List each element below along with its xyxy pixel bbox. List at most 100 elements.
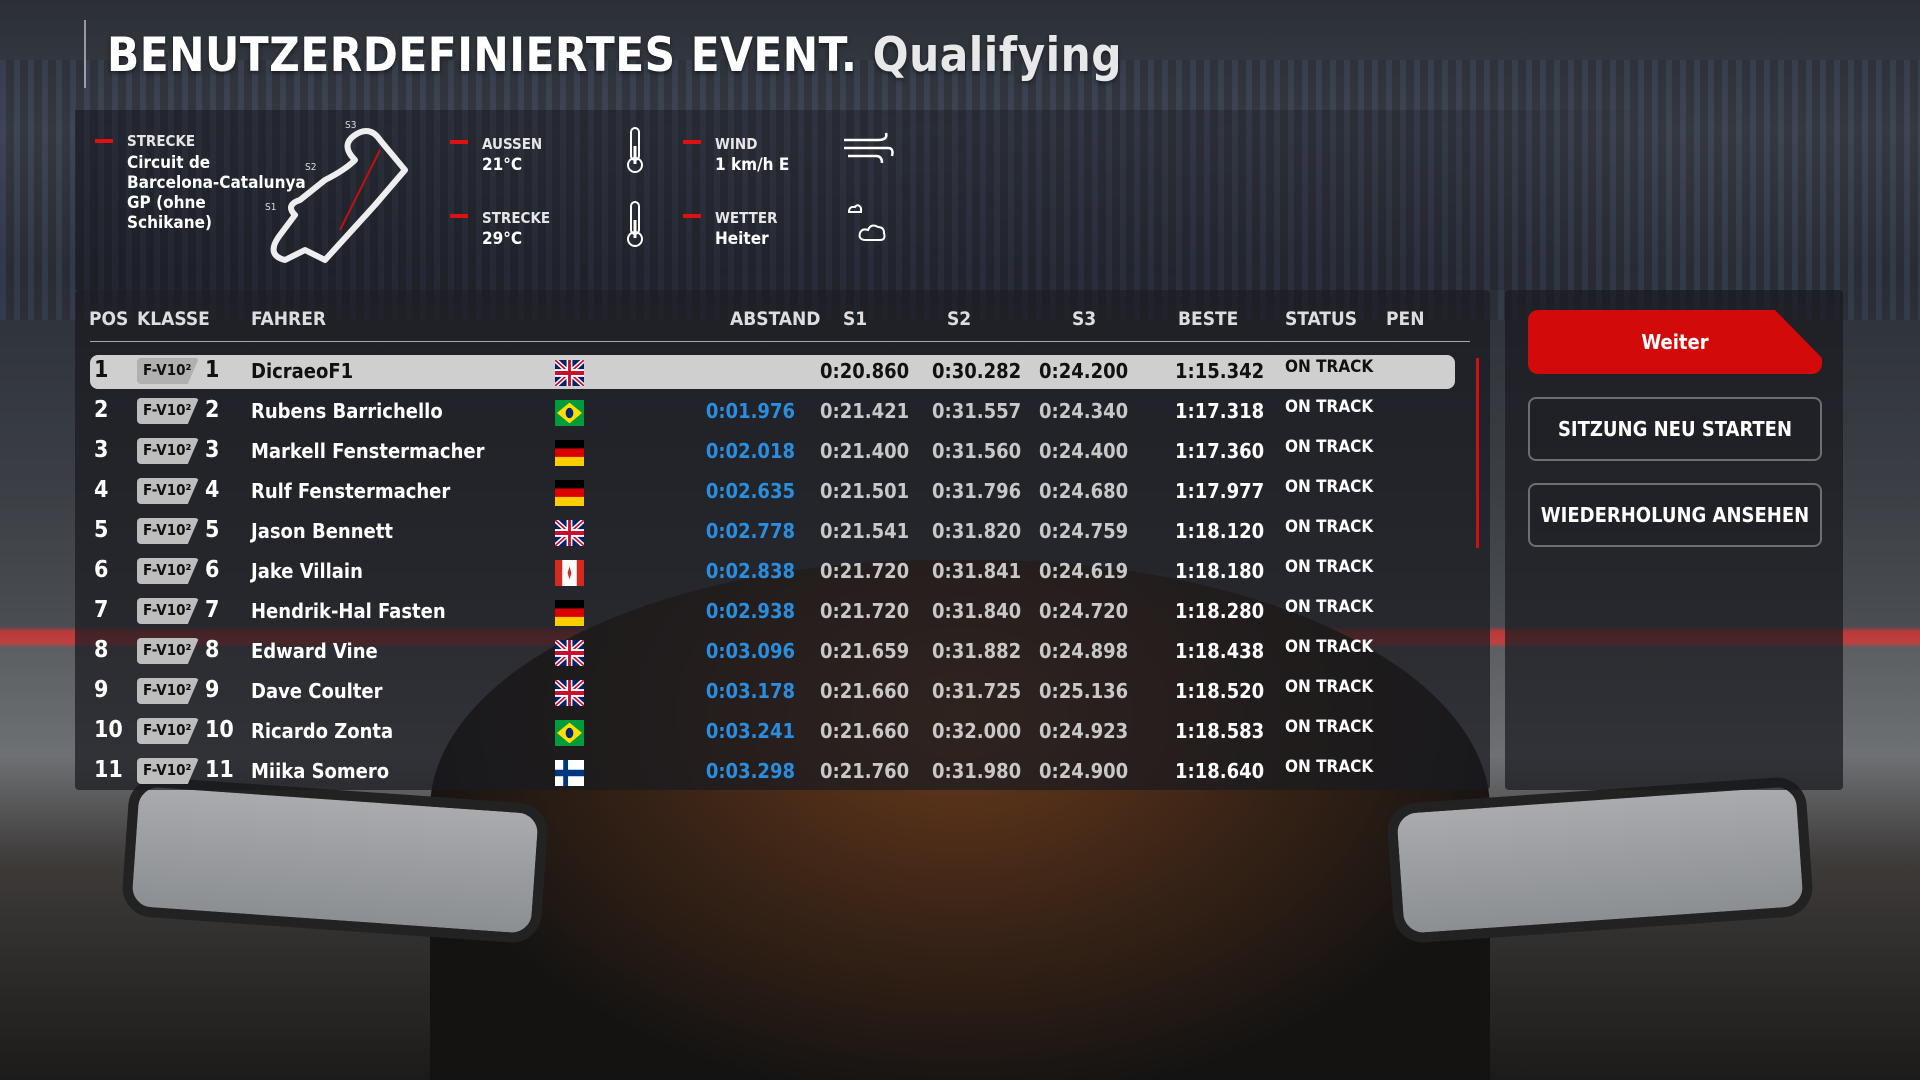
right-mirror (1385, 775, 1815, 945)
sector-2-time: 0:31.725 (932, 679, 1022, 703)
class-badge: F-V10² (137, 718, 199, 744)
car-number: 11 (205, 757, 234, 783)
position: 9 (94, 677, 109, 703)
wind-label: WIND (715, 135, 758, 153)
track-temp-value: 29°C (482, 229, 523, 249)
position: 11 (94, 757, 123, 783)
sector-2-time: 0:31.560 (932, 439, 1022, 463)
thermometer-icon (627, 127, 643, 173)
sector-1-time: 0:21.660 (820, 719, 910, 743)
wind-icon (844, 132, 894, 164)
best-lap: 1:18.120 (1175, 519, 1265, 543)
best-lap: 1:17.318 (1175, 399, 1265, 423)
best-lap: 1:18.520 (1175, 679, 1265, 703)
watch-replay-button[interactable]: WIEDERHOLUNG ANSEHEN (1528, 483, 1822, 547)
class-badge: F-V10² (137, 358, 199, 384)
sector-1-time: 0:21.660 (820, 679, 910, 703)
track-label: STRECKE (127, 132, 196, 150)
left-mirror (120, 775, 550, 945)
flag-br-icon (555, 720, 584, 746)
gap: 0:03.178 (705, 679, 795, 703)
class-badge: F-V10² (137, 478, 199, 504)
flag-br-icon (555, 400, 584, 426)
thermometer-icon (627, 201, 643, 247)
class-badge: F-V10² (137, 678, 199, 704)
sector-2-time: 0:32.000 (932, 719, 1022, 743)
car-number: 3 (205, 437, 220, 463)
sector-3-time: 0:24.619 (1039, 559, 1129, 583)
sector-3-time: 0:24.680 (1039, 479, 1129, 503)
table-row[interactable]: 2 F-V10² 2 Rubens Barrichello 0:01.976 0… (90, 395, 1455, 429)
track-name-3: GP (ohne (127, 193, 206, 213)
status: ON TRACK (1285, 597, 1374, 617)
gap: 0:02.778 (705, 519, 795, 543)
best-lap: 1:17.977 (1175, 479, 1265, 503)
scrollbar[interactable] (1476, 358, 1479, 548)
header-s1: S1 (843, 308, 868, 330)
gap: 0:02.635 (705, 479, 795, 503)
table-row[interactable]: 3 F-V10² 3 Markell Fenstermacher 0:02.01… (90, 435, 1455, 469)
track-name-2: Barcelona-Catalunya (127, 173, 306, 193)
sector-s1: S1 (265, 202, 276, 213)
table-row[interactable]: 4 F-V10² 4 Rulf Fenstermacher 0:02.635 0… (90, 475, 1455, 509)
page-title: BENUTZERDEFINIERTES EVENT. Qualifying (107, 28, 1122, 83)
restart-session-button[interactable]: SITZUNG NEU STARTEN (1528, 397, 1822, 461)
sector-3-time: 0:24.898 (1039, 639, 1129, 663)
class-badge: F-V10² (137, 558, 199, 584)
table-row[interactable]: 11 F-V10² 11 Miika Somero 0:03.298 0:21.… (90, 755, 1455, 789)
track-name-1: Circuit de (127, 153, 211, 173)
sector-1-time: 0:21.720 (820, 599, 910, 623)
header-status: STATUS (1285, 308, 1358, 330)
table-row[interactable]: 10 F-V10² 10 Ricardo Zonta 0:03.241 0:21… (90, 715, 1455, 749)
header-s3: S3 (1072, 308, 1097, 330)
table-row[interactable]: 1 F-V10² 1 DicraeoF1 0:20.860 0:30.282 0… (90, 355, 1455, 389)
sector-3-time: 0:25.136 (1039, 679, 1129, 703)
car-number: 1 (205, 357, 220, 383)
table-row[interactable]: 6 F-V10² 6 Jake Villain 0:02.838 0:21.72… (90, 555, 1455, 589)
best-lap: 1:18.180 (1175, 559, 1265, 583)
gap: 0:02.018 (705, 439, 795, 463)
best-lap: 1:18.583 (1175, 719, 1265, 743)
car-number: 2 (205, 397, 220, 423)
sector-1-time: 0:21.501 (820, 479, 910, 503)
table-row[interactable]: 5 F-V10² 5 Jason Bennett 0:02.778 0:21.5… (90, 515, 1455, 549)
car-number: 10 (205, 717, 234, 743)
flag-gb-icon (553, 677, 586, 709)
gap: 0:02.838 (705, 559, 795, 583)
best-lap: 1:17.360 (1175, 439, 1265, 463)
sector-3-time: 0:24.720 (1039, 599, 1129, 623)
flag-ca-icon (555, 560, 584, 586)
sector-s2: S2 (305, 162, 316, 173)
sector-3-time: 0:24.340 (1039, 399, 1129, 423)
status: ON TRACK (1285, 677, 1374, 697)
table-row[interactable]: 8 F-V10² 8 Edward Vine 0:03.096 0:21.659… (90, 635, 1455, 669)
status: ON TRACK (1285, 437, 1374, 457)
sector-3-time: 0:24.400 (1039, 439, 1129, 463)
class-badge: F-V10² (137, 398, 199, 424)
position: 5 (94, 517, 109, 543)
header-s2: S2 (947, 308, 972, 330)
table-row[interactable]: 7 F-V10² 7 Hendrik-Hal Fasten 0:02.938 0… (90, 595, 1455, 629)
title-main: BENUTZERDEFINIERTES EVENT. (107, 28, 858, 83)
flag-gb-icon (553, 637, 586, 669)
status: ON TRACK (1285, 637, 1374, 657)
gap: 0:03.096 (705, 639, 795, 663)
driver-name: Dave Coulter (251, 679, 383, 703)
flag-fi-icon (555, 760, 584, 786)
weather-label: WETTER (715, 209, 778, 227)
table-row[interactable]: 9 F-V10² 9 Dave Coulter 0:03.178 0:21.66… (90, 675, 1455, 709)
sector-2-time: 0:31.796 (932, 479, 1022, 503)
class-badge: F-V10² (137, 758, 199, 784)
header-best: BESTE (1178, 308, 1239, 330)
track-name-4: Schikane) (127, 213, 212, 233)
driver-name: Jason Bennett (251, 519, 393, 543)
sector-1-time: 0:20.860 (820, 359, 910, 383)
driver-name: Ricardo Zonta (251, 719, 394, 743)
continue-button[interactable]: Weiter (1528, 310, 1822, 374)
driver-name: Rubens Barrichello (251, 399, 443, 423)
flag-gb-icon (553, 357, 586, 389)
status: ON TRACK (1285, 757, 1374, 777)
position: 7 (94, 597, 109, 623)
best-lap: 1:15.342 (1175, 359, 1265, 383)
weather-value: Heiter (715, 229, 769, 249)
